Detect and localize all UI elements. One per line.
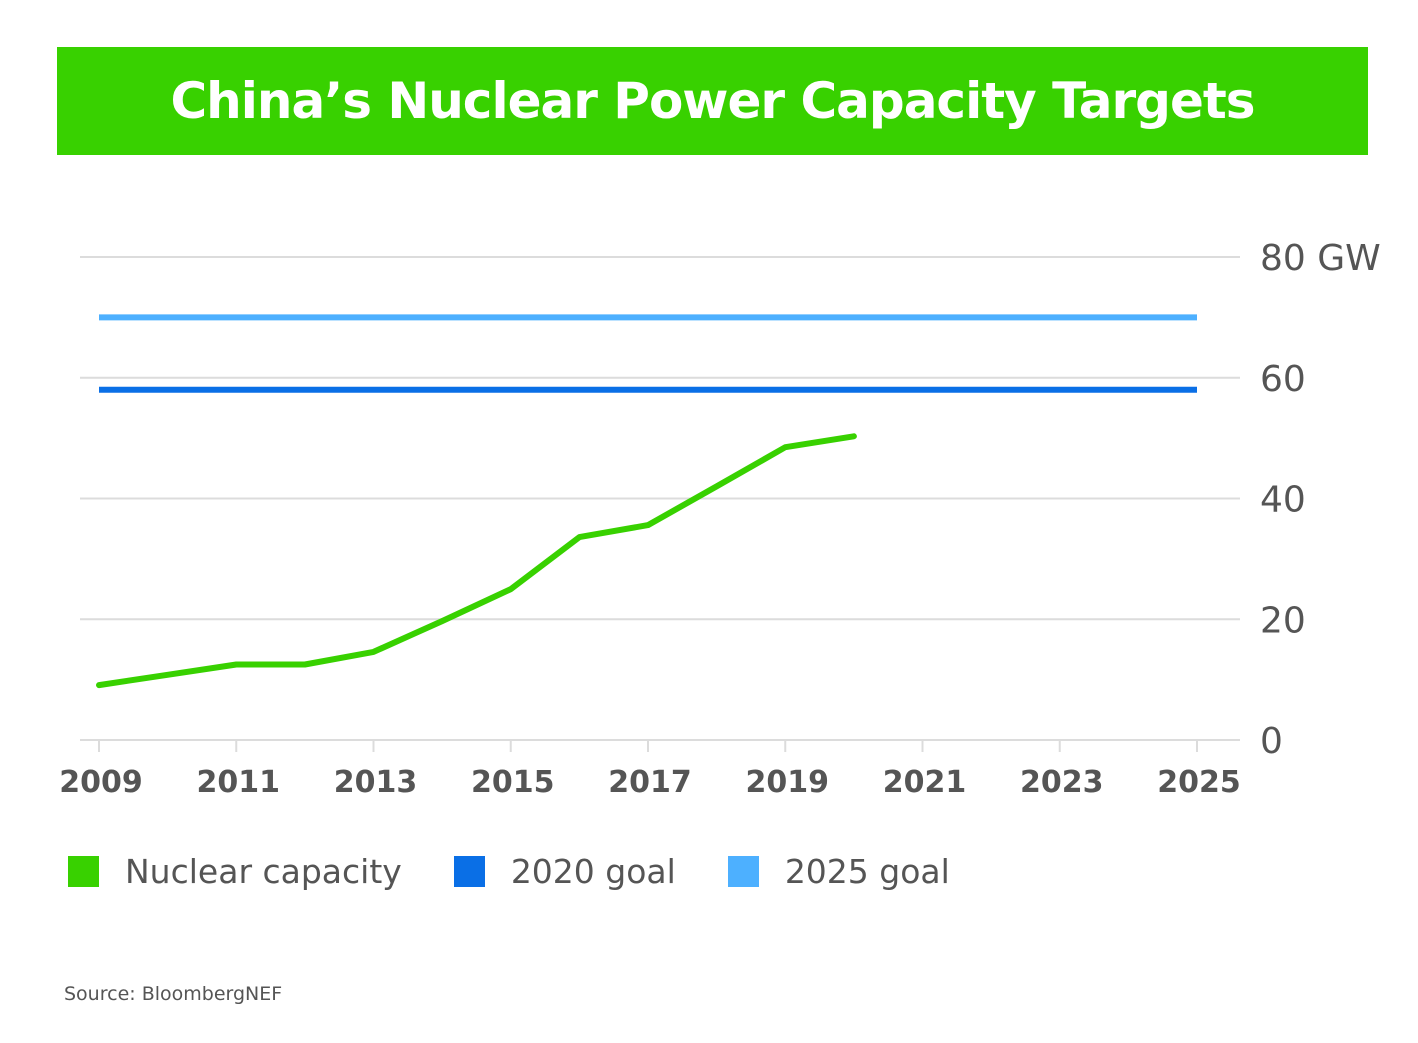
legend-item-nuclear-capacity: Nuclear capacity [68, 852, 402, 891]
legend-item-2020-goal: 2020 goal [453, 851, 676, 891]
x-tick-label: 2023 [1020, 765, 1104, 800]
y-tick-label: 20 [1260, 600, 1306, 641]
x-tick-label: 2025 [1157, 765, 1241, 800]
x-tick-label: 2015 [471, 765, 555, 800]
y-tick-label: 40 [1260, 480, 1306, 521]
legend-swatch-2020-goal [453, 855, 485, 887]
gridlines [80, 256, 1240, 621]
chart-title: China’s Nuclear Power Capacity Targets [170, 72, 1255, 130]
legend-label-2025-goal: 2025 goal [784, 851, 950, 891]
legend-item-2025-goal: 2025 goal [727, 851, 950, 891]
legend-label-nuclear-capacity: Nuclear capacity [125, 851, 402, 891]
series-lines [96, 314, 1197, 689]
y-tick-label: 0 [1260, 721, 1283, 762]
x-tick-label: 2013 [334, 765, 418, 800]
y-tick-label: 80 GW [1260, 238, 1381, 279]
x-axis: 2009 2011 2013 2015 2017 2019 2021 2023 2025 [59, 739, 1241, 800]
x-tick-label: 2021 [883, 765, 967, 800]
source-note: Source: BloombergNEF [64, 983, 283, 1005]
legend-swatch-2025-goal [727, 855, 759, 887]
x-tick-label: 2017 [608, 765, 692, 800]
x-tick-label: 2011 [197, 765, 281, 800]
legend-label-2020-goal: 2020 goal [510, 851, 676, 891]
y-axis-labels: 0 20 40 60 80 GW [1260, 238, 1381, 762]
x-tick-label: 2019 [746, 765, 830, 800]
legend: Nuclear capacity 2020 goal 2025 goal [68, 848, 1002, 894]
series-line-nuclear-capacity [96, 433, 857, 689]
legend-swatch-nuclear-capacity [68, 855, 99, 887]
y-tick-label: 60 [1260, 359, 1306, 400]
x-tick-label: 2009 [59, 765, 143, 800]
title-banner: China’s Nuclear Power Capacity Targets [57, 47, 1368, 155]
